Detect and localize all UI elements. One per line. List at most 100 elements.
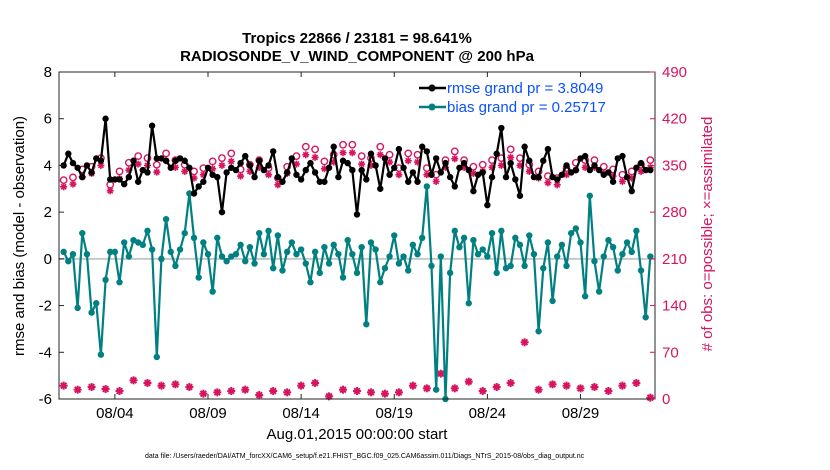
rmse-point — [540, 157, 547, 164]
y-tick-label: 8 — [44, 64, 52, 81]
rmse-point — [409, 169, 417, 176]
rmse-point — [88, 169, 95, 176]
rmse-point — [628, 187, 635, 195]
obs-assimilated-point — [395, 171, 403, 179]
rmse-point — [316, 178, 323, 185]
rmse-point — [418, 143, 426, 150]
obs-possible-point — [357, 152, 366, 160]
rmse-point — [414, 178, 421, 185]
obs-assimilated-point — [153, 168, 161, 176]
rmse-point — [190, 190, 198, 197]
obs-possible-point — [311, 145, 319, 154]
x-tick-label: 08/19 — [375, 405, 413, 422]
bias-point — [581, 293, 589, 300]
bias-point — [158, 255, 165, 263]
y-tick-label: 6 — [44, 111, 52, 128]
bias-point — [358, 243, 365, 251]
obs-rejected-point — [464, 377, 473, 386]
obs-assimilated-point — [311, 153, 319, 161]
bias-point — [339, 274, 347, 281]
rmse-point — [395, 145, 403, 153]
y-tick-label: 0 — [44, 251, 52, 268]
rmse-point — [251, 173, 258, 181]
obs-assimilated-point — [544, 179, 552, 187]
rmse-point — [572, 166, 580, 174]
rmse-point — [581, 152, 589, 160]
rmse-point — [428, 171, 435, 178]
bias-point — [512, 234, 519, 242]
y-tick-label: 2 — [44, 204, 52, 221]
bias-point — [609, 243, 617, 251]
bias-point — [391, 232, 398, 239]
bias-point — [139, 241, 147, 249]
y-axis-label: rmse and bias (model - observation) — [11, 116, 28, 356]
rmse-point — [507, 159, 514, 167]
rmse-point — [274, 173, 282, 181]
bias-point — [414, 250, 421, 258]
rmse-point — [535, 173, 542, 181]
rmse-point — [521, 143, 528, 150]
bias-point — [321, 243, 328, 251]
bias-point — [186, 190, 193, 197]
rmse-point — [530, 173, 538, 181]
rmse-point — [134, 178, 142, 185]
rmse-point — [335, 173, 342, 181]
bias-point — [223, 257, 230, 265]
rmse-point — [544, 145, 552, 153]
bias-point — [79, 229, 86, 237]
x-tick-label: 08/04 — [96, 405, 134, 422]
rmse-point — [563, 162, 570, 169]
obs-rejected-point — [492, 382, 501, 391]
bias-point — [619, 250, 626, 258]
obs-rejected-point — [590, 382, 599, 391]
bias-point — [200, 239, 207, 246]
legend: rmse grand pr = 3.8049 bias grand pr = 0… — [419, 80, 606, 116]
rmse-point — [97, 157, 105, 164]
rmse-point — [526, 157, 533, 164]
obs-rejected-point — [604, 386, 613, 395]
rmse-point — [269, 148, 277, 155]
rmse-point — [423, 148, 431, 155]
obs-assimilated-point — [432, 177, 440, 185]
obs-possible-point — [115, 167, 124, 176]
obs-rejected-point — [380, 389, 389, 398]
bias-point — [265, 227, 272, 235]
bias-point — [474, 250, 482, 258]
bias-point — [637, 267, 645, 274]
bias-point — [377, 279, 384, 286]
rmse-point — [479, 169, 486, 176]
bias-point — [423, 183, 431, 190]
bias-point — [405, 267, 412, 274]
rmse-point — [153, 155, 160, 162]
rmse-point — [125, 173, 133, 181]
bias-point — [460, 234, 468, 242]
bias-point — [516, 241, 524, 249]
rmse-point — [349, 166, 356, 174]
rmse-point — [358, 166, 365, 174]
obs-possible-point — [218, 154, 226, 162]
obs-possible-point — [339, 140, 347, 149]
rmse-point — [283, 169, 291, 176]
rmse-point — [148, 122, 156, 129]
rmse-point — [232, 166, 240, 174]
bias-series — [60, 183, 654, 403]
rmse-point — [512, 176, 519, 183]
obs-assimilated-point — [218, 161, 226, 169]
legend-rmse-marker — [428, 84, 436, 92]
bias-point — [335, 250, 342, 258]
obs-possible-point — [134, 152, 143, 160]
obs-possible-point — [404, 149, 413, 158]
bias-point — [190, 234, 198, 242]
bias-point — [237, 241, 244, 249]
bias-point — [60, 248, 67, 256]
bias-point — [325, 260, 333, 267]
obs-rejected-point — [520, 338, 529, 347]
obs-rejected-point — [255, 390, 264, 399]
bias-point — [214, 234, 221, 242]
rmse-point — [102, 115, 109, 122]
obs-rejected-point — [618, 381, 627, 390]
obs-assimilated-point — [106, 187, 114, 195]
rmse-point — [488, 173, 496, 181]
rmse-point — [391, 164, 398, 171]
bias-point — [595, 288, 603, 295]
